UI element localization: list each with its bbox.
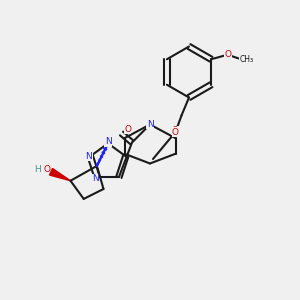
Text: N: N: [105, 137, 111, 146]
Text: N: N: [85, 152, 92, 161]
Text: O: O: [224, 50, 231, 59]
Text: CH₃: CH₃: [239, 55, 254, 64]
Text: O: O: [124, 124, 131, 134]
Text: O: O: [172, 128, 179, 136]
Polygon shape: [50, 169, 70, 181]
Text: H: H: [34, 165, 41, 174]
Text: N: N: [147, 120, 153, 129]
Text: N: N: [92, 174, 99, 183]
Text: O: O: [43, 165, 50, 174]
Text: O: O: [172, 126, 179, 135]
